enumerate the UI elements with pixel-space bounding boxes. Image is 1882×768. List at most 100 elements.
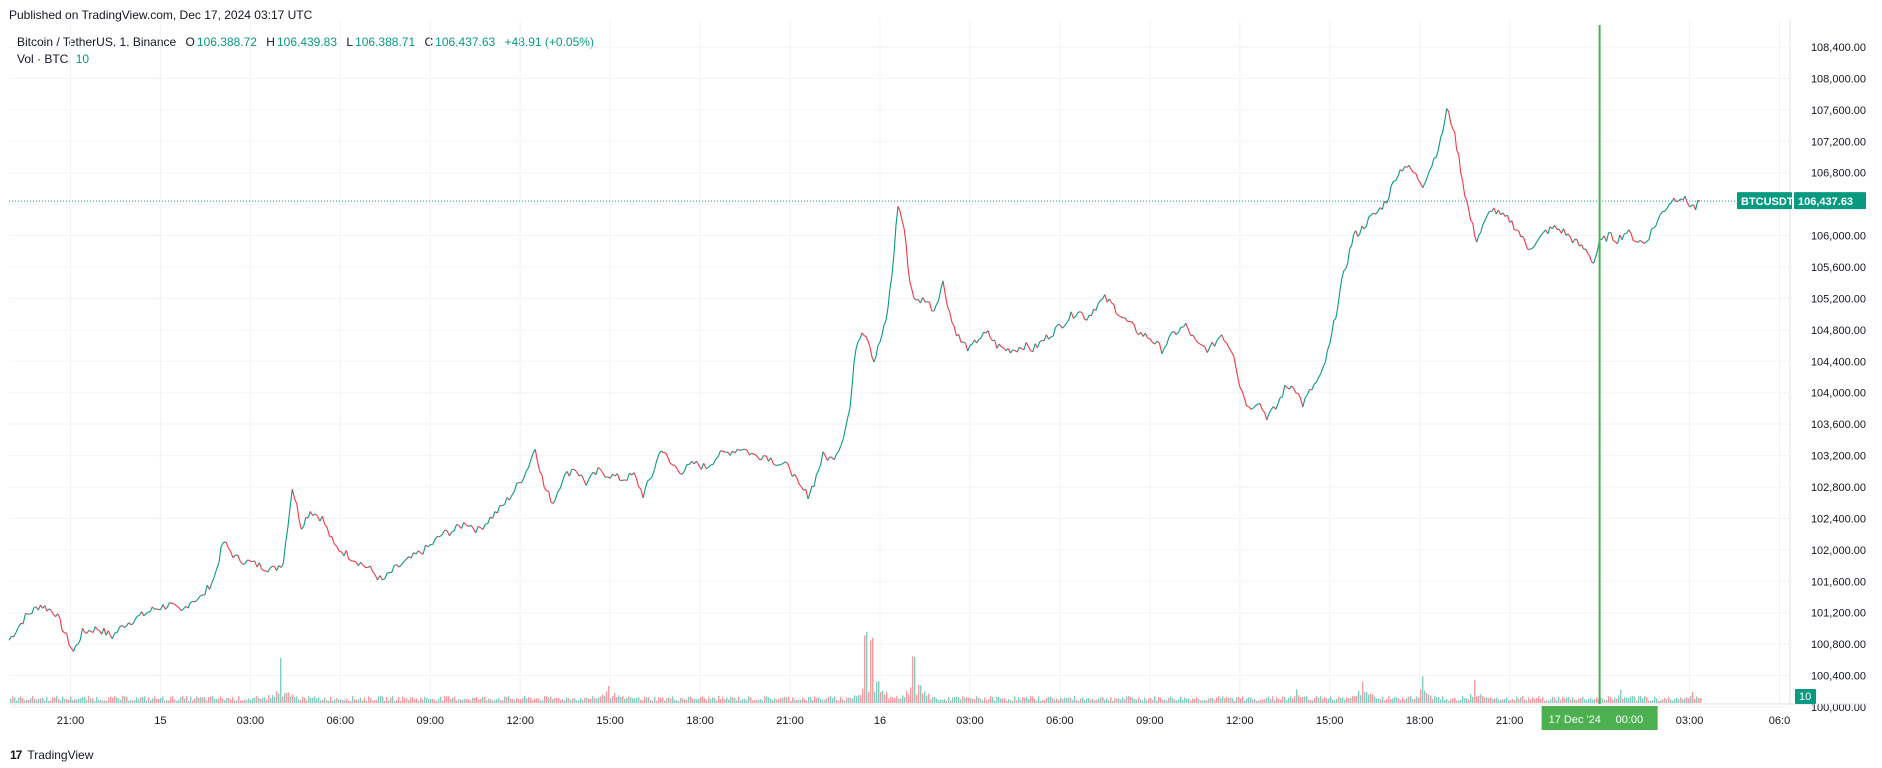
candle-segment <box>895 206 899 226</box>
candle-segment <box>879 334 883 343</box>
volume-bar <box>662 697 664 703</box>
candle-segment <box>149 606 153 612</box>
candle-segment <box>861 332 865 336</box>
candle-segment <box>756 455 760 460</box>
volume-bar <box>1640 696 1642 703</box>
volume-bar <box>178 699 180 703</box>
candle-segment <box>1595 250 1599 258</box>
volume-bar <box>496 699 498 703</box>
footer-brand[interactable]: 17 TradingView <box>10 748 93 762</box>
volume-bar <box>484 696 486 703</box>
volume-bar <box>564 700 566 703</box>
candle-segment <box>1228 347 1232 352</box>
volume-bar <box>882 690 884 703</box>
volume-bar <box>1568 697 1570 703</box>
price-tick-label: 105,600.00 <box>1811 262 1866 274</box>
volume-bar <box>822 700 824 703</box>
volume-bar <box>1334 700 1336 703</box>
volume-bar <box>556 698 558 703</box>
volume-bar <box>1172 698 1174 703</box>
candle-segment <box>1108 298 1113 304</box>
volume-bar <box>146 700 148 703</box>
volume-bar <box>1112 700 1114 703</box>
volume-bar <box>1620 689 1622 703</box>
volume-bar <box>284 693 286 703</box>
candle-segment <box>413 552 417 555</box>
volume-bar <box>1182 699 1184 703</box>
volume-bar <box>474 697 476 703</box>
candle-segment <box>8 636 12 641</box>
candle-segment <box>722 450 726 453</box>
volume-bar <box>1470 694 1472 703</box>
volume-bar <box>724 699 726 703</box>
candle-segment <box>1677 198 1682 202</box>
volume-bar <box>342 700 344 703</box>
volume-bar <box>1278 699 1280 703</box>
volume-bar <box>1256 700 1258 703</box>
volume-bar <box>874 691 876 703</box>
candle-segment <box>585 479 590 486</box>
volume-bar <box>1508 700 1510 703</box>
candle-segment <box>1118 314 1121 318</box>
volume-bar <box>368 696 370 703</box>
candle-segment <box>1370 212 1374 216</box>
candle-segment <box>568 469 573 477</box>
volume-bar <box>1090 699 1092 703</box>
volume-bar <box>300 700 302 703</box>
price-tick-label: 100,400.00 <box>1811 671 1866 683</box>
volume-bar <box>482 696 484 703</box>
candle-segment <box>798 483 802 488</box>
volume-bar <box>1180 696 1182 703</box>
candle-segment <box>1361 225 1365 230</box>
volume-bar <box>534 698 536 703</box>
volume-label[interactable]: Vol · BTC <box>17 52 69 66</box>
volume-bar <box>288 692 290 703</box>
volume-bar <box>1590 697 1592 703</box>
volume-bar <box>210 696 212 703</box>
price-axis[interactable]: 108,400.00108,000.00107,600.00107,200.00… <box>1811 42 1866 714</box>
symbol-name[interactable]: Bitcoin / TetherUS, 1, Binance <box>17 35 177 49</box>
candle-segment <box>751 452 755 455</box>
candle-segment <box>1574 238 1578 241</box>
candle-segment <box>1063 322 1068 327</box>
volume-bar <box>492 700 494 703</box>
volume-bar <box>1588 698 1590 703</box>
volume-bar <box>360 697 362 703</box>
volume-bar <box>1668 696 1670 703</box>
candle-segment <box>17 623 22 628</box>
candle-segment <box>1048 336 1052 340</box>
volume-bar <box>1300 697 1302 703</box>
candle-segment <box>1009 349 1014 354</box>
volume-bar <box>1592 699 1594 703</box>
candle-segment <box>427 544 431 548</box>
volume-bar <box>1682 699 1684 703</box>
candle-segment <box>720 450 724 452</box>
volume-bar <box>142 696 144 703</box>
chart-overlay: BTCUSDT 106,437.63 17 Dec '24 00:00 10 <box>9 25 1866 730</box>
candle-segment <box>1347 248 1351 264</box>
volume-bar <box>1208 698 1210 703</box>
volume-bar <box>1246 698 1248 703</box>
volume-bar <box>450 698 452 703</box>
volume-bar <box>456 700 458 703</box>
volume-bar <box>1566 697 1568 703</box>
volume-bar <box>160 698 162 703</box>
volume-bar <box>304 697 306 703</box>
candle-segment <box>1388 185 1392 198</box>
volume-bar <box>1302 697 1304 703</box>
volume-bar <box>878 681 880 703</box>
volume-bar <box>1412 699 1414 703</box>
volume-bar <box>1052 698 1054 703</box>
time-axis[interactable]: 21:00 15 03:00 06:00 09:00 12:00 15:00 18:00 21:… <box>9 20 1868 727</box>
candle-segment <box>857 338 861 342</box>
volume-bar <box>792 697 794 703</box>
candle-segment <box>314 513 318 517</box>
candle-segment <box>511 491 515 496</box>
volume-bar <box>1528 697 1530 703</box>
volume-bar <box>890 696 892 703</box>
candle-segment <box>785 461 788 464</box>
candle-segment <box>1250 407 1254 410</box>
volume-bar <box>168 700 170 703</box>
volume-bar <box>518 699 520 703</box>
